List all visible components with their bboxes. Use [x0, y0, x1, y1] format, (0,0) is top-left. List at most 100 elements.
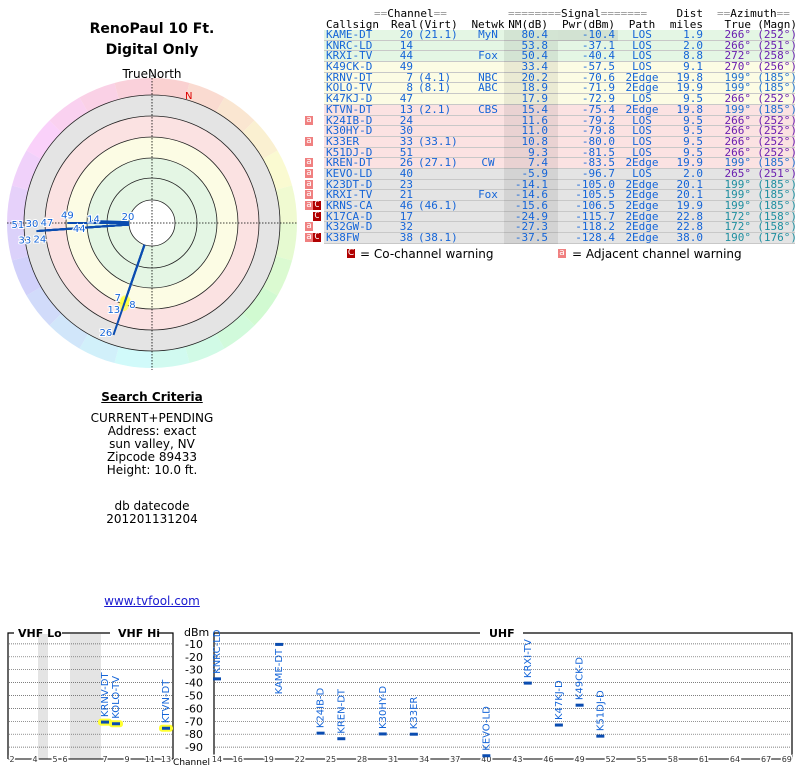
nm-shade [504, 94, 558, 105]
nm-shade [504, 136, 558, 148]
cell-real: 7 [406, 70, 413, 84]
row-background [324, 51, 795, 63]
cell-real: 44 [399, 49, 413, 63]
station-label: KREN-DT [336, 688, 347, 734]
compass-hue-segment [275, 185, 297, 223]
signal-mark [554, 723, 563, 727]
x-tick-label: 4 [32, 755, 37, 764]
cell-nm: 11.0 [521, 124, 549, 138]
warning-legend: C = Co-channel warning a = Adjacent chan… [305, 247, 800, 261]
cell-path: 2Edge [625, 102, 659, 116]
vhf-gap-shade [38, 634, 48, 759]
station-label: 26 [99, 328, 112, 339]
north-marker: N [185, 91, 192, 102]
cell-dist: 19.9 [676, 199, 704, 212]
cell-virt: (46.1) [418, 199, 458, 212]
cell-true: 190° [724, 231, 752, 245]
station-label: 20 [122, 212, 135, 223]
nm-shade [504, 158, 558, 169]
row-background [324, 62, 795, 73]
page-subtitle: Digital Only [105, 42, 199, 58]
cell-netwk: Fox [478, 188, 498, 202]
cell-magn: (251°) [757, 38, 797, 52]
cell-true: 266° [724, 145, 752, 159]
cell-path: LOS [632, 145, 652, 159]
x-tick-label: 5 [52, 755, 57, 764]
signal-mark [162, 726, 170, 730]
compass-hue-segment [79, 82, 119, 113]
group-signal: Signal [560, 7, 601, 20]
adjacent-warning-badge: a [305, 178, 313, 189]
cell-virt: (2.1) [418, 102, 452, 116]
cell-true: 266° [724, 92, 752, 106]
cell-real: 21 [399, 188, 413, 202]
signal-mark [337, 737, 346, 741]
y-tick-label: -20 [185, 651, 203, 664]
cell-nm: 33.4 [521, 60, 549, 74]
cell-real: 17 [399, 209, 413, 223]
signal-mark [596, 734, 605, 738]
row-background [324, 233, 795, 244]
x-tick-label: 55 [637, 755, 647, 764]
cell-pwr: -37.1 [581, 38, 615, 52]
signal-mark [275, 642, 284, 646]
cell-magn: (251°) [757, 166, 797, 180]
cell-pwr: -83.5 [581, 156, 615, 170]
nm-shade [504, 30, 558, 41]
cell-nm: 17.9 [521, 92, 549, 106]
cell-magn: (185°) [757, 70, 797, 84]
cell-callsign: KNRC-LD [326, 38, 373, 52]
station-label: 30 [26, 219, 39, 230]
db-datecode-value: 201201131204 [106, 512, 198, 526]
cell-path: LOS [632, 60, 652, 74]
cell-callsign: KAME-DT [326, 28, 373, 41]
cell-dist: 20.1 [676, 177, 704, 191]
cell-magn: (252°) [757, 134, 797, 148]
cell-real: 26 [399, 156, 413, 170]
db-datecode: db datecode 201201131204 [2, 500, 302, 526]
band-label-vhf-lo: VHF Lo [18, 627, 62, 640]
row-background [324, 72, 795, 84]
cell-real: 38 [399, 231, 413, 245]
station-table: ==Channel== ========Signal======= Dist =… [305, 8, 800, 261]
signal-mark [523, 681, 532, 685]
signal-mark [409, 732, 418, 736]
cell-callsign: K38FW [326, 231, 360, 245]
col-real: Real [391, 18, 418, 31]
cell-nm: -24.9 [514, 209, 548, 223]
table-row: KTVN-DT 13 (2.1) CBS 15.4 -75.4 2Edge 19.8 199° (… [305, 102, 800, 116]
cell-path: LOS [632, 92, 652, 106]
cell-path: 2Edge [625, 220, 659, 234]
compass-hue-segment [49, 313, 88, 349]
cell-path: LOS [632, 124, 652, 138]
cell-true: 266° [724, 28, 752, 41]
table-row: a K33ER 33 (33.1) 10.8 -80.0 LOS 9.5 266° (252°) [305, 134, 800, 148]
cell-real: 30 [399, 124, 413, 138]
cell-real: 40 [399, 166, 413, 180]
cell-magn: (252°) [757, 113, 797, 127]
cell-callsign: KRXI-TV [326, 49, 373, 63]
compass-hue-segment [185, 333, 225, 364]
compass-hue-segment [7, 185, 29, 223]
cell-netwk: MyN [478, 28, 498, 41]
criteria-line: Height: 10.0 ft. [106, 463, 198, 477]
x-tick-label: 16 [233, 755, 243, 764]
row-background [324, 115, 795, 127]
cell-pwr: -106.5 [575, 199, 615, 212]
nm-shade [504, 168, 558, 180]
station-label: 8 [129, 300, 135, 311]
y-tick-label: -40 [185, 677, 203, 690]
cell-true: 266° [724, 124, 752, 138]
tvfool-link[interactable]: www.tvfool.com [104, 594, 200, 608]
compass-hue-segment [185, 82, 225, 113]
cell-real: 8 [406, 81, 413, 95]
compass-hue-segment [114, 78, 152, 100]
nm-shade [504, 83, 558, 95]
cell-magn: (158°) [757, 220, 797, 234]
col-pwr: Pwr(dBm) [562, 18, 615, 31]
cell-pwr: -81.5 [581, 145, 615, 159]
group-dist: Dist [676, 7, 704, 20]
station-label: KEVO-LD [481, 706, 492, 751]
cell-path: 2Edge [625, 231, 659, 245]
cell-magn: (252°) [757, 124, 797, 138]
